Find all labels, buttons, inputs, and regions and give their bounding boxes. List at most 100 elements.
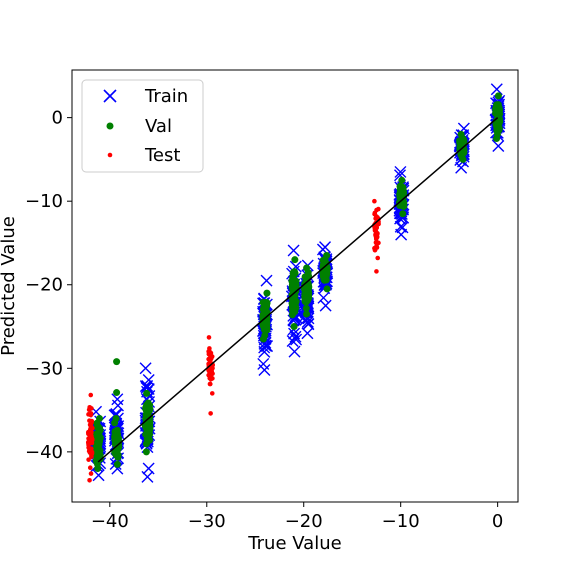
data-point-train bbox=[288, 345, 301, 358]
data-point-test bbox=[87, 477, 92, 483]
data-point-test bbox=[372, 198, 377, 204]
data-point-test bbox=[374, 207, 379, 213]
data-point-train bbox=[319, 299, 332, 312]
data-point-val bbox=[143, 389, 151, 397]
y-tick-label: 0 bbox=[52, 108, 63, 129]
data-point-val bbox=[261, 331, 269, 339]
data-point-test bbox=[89, 437, 94, 443]
data-point-val bbox=[94, 439, 102, 447]
legend-label-test: Test bbox=[144, 145, 180, 166]
data-point-train bbox=[257, 357, 270, 370]
data-point-val bbox=[259, 306, 267, 314]
y-tick-label: −40 bbox=[25, 442, 63, 463]
data-point-test bbox=[374, 231, 380, 236]
x-tick-label: −30 bbox=[188, 511, 226, 532]
data-point-val bbox=[93, 458, 101, 466]
data-point-train bbox=[301, 315, 314, 328]
data-point-val bbox=[142, 404, 150, 412]
data-point-test bbox=[89, 406, 94, 411]
data-point-val bbox=[112, 451, 120, 459]
data-point-test bbox=[374, 239, 379, 245]
x-tick-label: 0 bbox=[492, 511, 503, 532]
data-point-val bbox=[290, 296, 298, 304]
data-point-val bbox=[302, 277, 310, 285]
legend-marker-train bbox=[103, 89, 117, 103]
legend-box bbox=[81, 79, 204, 173]
data-point-val bbox=[399, 210, 407, 218]
data-point-train bbox=[287, 244, 300, 257]
data-point-train bbox=[490, 83, 503, 96]
data-point-val bbox=[495, 127, 503, 135]
data-point-val bbox=[290, 323, 298, 331]
data-point-val bbox=[96, 451, 104, 459]
data-point-val bbox=[111, 436, 119, 444]
data-point-test bbox=[86, 431, 91, 437]
data-point-val bbox=[494, 111, 502, 119]
data-point-val bbox=[113, 389, 121, 397]
data-point-val bbox=[261, 313, 269, 321]
data-point-val bbox=[142, 448, 150, 456]
data-point-train bbox=[111, 399, 124, 412]
legend-marker-val bbox=[106, 122, 114, 130]
data-point-test bbox=[86, 457, 91, 462]
data-point-train bbox=[111, 462, 124, 475]
data-point-train bbox=[289, 330, 302, 343]
data-point-val bbox=[289, 269, 297, 277]
data-point-val bbox=[398, 176, 406, 184]
data-point-test bbox=[89, 449, 95, 455]
data-point-test bbox=[208, 411, 213, 416]
data-point-train bbox=[492, 140, 505, 153]
data-point-test bbox=[206, 335, 212, 340]
x-tick-label: −40 bbox=[91, 511, 129, 532]
legend-marker-test bbox=[107, 152, 113, 158]
data-point-val bbox=[323, 285, 331, 293]
data-point-val bbox=[305, 294, 313, 302]
data-point-test bbox=[209, 391, 215, 396]
data-point-test bbox=[88, 425, 94, 431]
x-axis-title: True Value bbox=[247, 533, 341, 554]
data-point-val bbox=[494, 92, 502, 100]
data-point-test bbox=[208, 356, 214, 362]
data-point-val bbox=[111, 419, 119, 427]
data-point-train bbox=[394, 165, 407, 178]
data-point-test bbox=[374, 245, 380, 250]
data-point-val bbox=[142, 410, 150, 418]
y-tick-label: −10 bbox=[25, 191, 63, 212]
data-point-test bbox=[88, 471, 94, 476]
x-tick-label: −10 bbox=[382, 511, 420, 532]
data-point-train bbox=[317, 291, 330, 304]
data-point-val bbox=[322, 272, 330, 280]
data-point-test bbox=[375, 255, 381, 261]
legend-label-train: Train bbox=[144, 86, 188, 107]
data-point-val bbox=[143, 435, 151, 443]
data-point-val bbox=[113, 358, 121, 366]
data-point-val bbox=[113, 460, 121, 468]
y-tick-label: −20 bbox=[25, 275, 63, 296]
data-point-val bbox=[303, 310, 311, 318]
data-point-val bbox=[494, 101, 502, 109]
data-point-test bbox=[210, 376, 215, 381]
data-point-test bbox=[89, 418, 94, 424]
y-axis-title: Predicted Value bbox=[0, 216, 19, 356]
data-point-test bbox=[208, 350, 214, 356]
data-point-train bbox=[396, 221, 409, 234]
data-point-test bbox=[88, 392, 94, 398]
legend: Train Val Test bbox=[81, 79, 204, 173]
data-point-val bbox=[144, 427, 152, 435]
plot-area-frame bbox=[71, 69, 519, 503]
data-point-val bbox=[93, 423, 101, 431]
data-point-test bbox=[374, 269, 379, 274]
data-point-test bbox=[86, 442, 91, 448]
data-point-val bbox=[113, 426, 121, 434]
y-axis-ticks: −40 −30 −20 −10 0 bbox=[25, 108, 72, 463]
data-point-train bbox=[140, 381, 153, 394]
data-point-val bbox=[292, 277, 300, 285]
data-point-train bbox=[290, 333, 303, 346]
data-point-train bbox=[139, 362, 152, 375]
data-point-val bbox=[262, 322, 270, 330]
data-point-train bbox=[260, 274, 273, 287]
data-point-test bbox=[207, 367, 213, 372]
data-point-val bbox=[263, 289, 271, 297]
reference-line-y-equals-x bbox=[97, 117, 499, 463]
